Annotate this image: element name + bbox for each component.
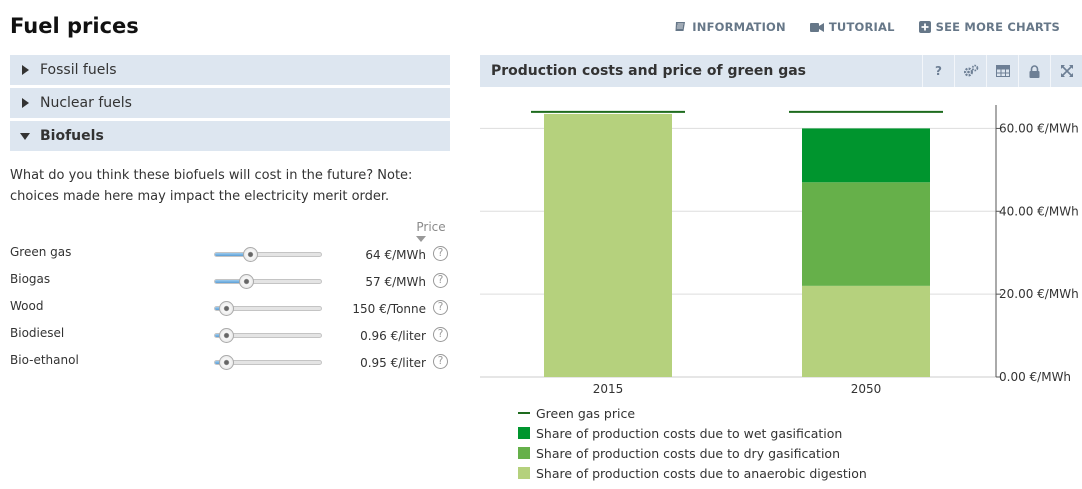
chart-title: Production costs and price of green gas [491, 63, 807, 79]
bar-segment-2050-2 [802, 128, 930, 183]
expand-icon[interactable] [1050, 55, 1082, 87]
fuel-name: Wood [10, 299, 44, 313]
fuel-row-biogas: Biogas 57 €/MWh? [10, 271, 450, 291]
bar-segment-2015-0 [544, 113, 672, 377]
x-tick-label: 2050 [851, 382, 882, 396]
fuel-price-slider[interactable] [214, 274, 322, 289]
legend-swatch [518, 447, 530, 459]
y-tick-label: 20.00 €/MWh [999, 287, 1079, 301]
settings-icon[interactable] [954, 55, 986, 87]
fuel-price-value: 150 €/Tonne [352, 302, 426, 316]
price-column-header[interactable]: Price [416, 220, 446, 234]
bar-segment-2050-0 [802, 285, 930, 377]
top-links: INFORMATION TUTORIAL SEE MORE CHARTS [674, 20, 1060, 34]
green-gas-cost-chart: 0.00 €/MWh 20.00 €/MWh 40.00 €/MWh 60.00 €/… [480, 105, 1079, 396]
slider-handle[interactable] [218, 355, 234, 370]
caret-down-icon [10, 132, 40, 140]
fuel-row-biodiesel: Biodiesel 0.96 €/liter? [10, 325, 450, 345]
x-tick-label: 2015 [593, 382, 624, 396]
see-more-charts-link[interactable]: SEE MORE CHARTS [918, 20, 1060, 34]
lock-icon[interactable] [1018, 55, 1050, 87]
tutorial-link[interactable]: TUTORIAL [809, 20, 895, 34]
fuel-price-slider[interactable] [214, 301, 322, 316]
sort-arrow-icon [416, 236, 426, 242]
biofuels-intro-text: What do you think these biofuels will co… [10, 168, 413, 204]
chart-header: Production costs and price of green gas … [480, 55, 1082, 87]
fuel-row-bio-ethanol: Bio-ethanol 0.95 €/liter? [10, 352, 450, 372]
fuel-row-green-gas: Green gas 64 €/MWh? [10, 244, 450, 264]
video-camera-icon [809, 22, 824, 33]
fuel-price-value: 64 €/MWh [365, 248, 426, 262]
legend-item-wet-gasification[interactable]: Share of production costs due to wet gas… [518, 423, 867, 443]
help-icon[interactable]: ? [433, 246, 448, 261]
legend-item-price[interactable]: Green gas price [518, 403, 867, 423]
fuel-price-slider[interactable] [214, 355, 322, 370]
table-icon[interactable] [986, 55, 1018, 87]
information-link[interactable]: INFORMATION [674, 20, 786, 34]
y-tick-label: 40.00 €/MWh [999, 204, 1079, 218]
fuel-price-value: 0.96 €/liter [360, 329, 426, 343]
help-icon[interactable]: ? [433, 354, 448, 369]
fuel-price-slider[interactable] [214, 328, 322, 343]
fuel-name: Biodiesel [10, 326, 65, 340]
legend-item-dry-gasification[interactable]: Share of production costs due to dry gas… [518, 443, 867, 463]
y-tick-label: 0.00 €/MWh [999, 370, 1071, 384]
help-icon[interactable]: ? [433, 273, 448, 288]
legend-item-anaerobic-digestion[interactable]: Share of production costs due to anaerob… [518, 463, 867, 483]
bar-segment-2050-1 [802, 182, 930, 286]
slider-handle[interactable] [218, 301, 234, 316]
fuel-name: Green gas [10, 245, 72, 259]
help-icon[interactable]: ? [433, 327, 448, 342]
fuel-price-value: 0.95 €/liter [360, 356, 426, 370]
legend-line-marker [518, 412, 530, 414]
accordion-fossil-fuels[interactable]: Fossil fuels [10, 55, 450, 85]
fuel-price-slider[interactable] [214, 247, 322, 262]
chart-legend: Green gas price Share of production cost… [518, 403, 867, 483]
chart-toolbar: ? [922, 55, 1082, 87]
caret-right-icon [10, 98, 40, 108]
legend-swatch [518, 467, 530, 479]
fuel-row-wood: Wood 150 €/Tonne? [10, 298, 450, 318]
slider-fill [215, 280, 246, 283]
legend-swatch [518, 427, 530, 439]
fuel-name: Biogas [10, 272, 51, 286]
plus-square-icon [918, 21, 931, 33]
page-title: Fuel prices [10, 14, 139, 38]
slider-handle[interactable] [242, 247, 258, 262]
y-tick-label: 60.00 €/MWh [999, 121, 1079, 135]
slider-handle[interactable] [218, 328, 234, 343]
help-icon[interactable]: ? [433, 300, 448, 315]
slider-handle[interactable] [238, 274, 254, 289]
book-icon [674, 21, 687, 33]
caret-right-icon [10, 65, 40, 75]
fuel-price-value: 57 €/MWh [365, 275, 426, 289]
help-icon[interactable]: ? [922, 55, 954, 87]
fuel-name: Bio-ethanol [10, 353, 79, 367]
accordion-biofuels[interactable]: Biofuels [10, 121, 450, 151]
slider-fill [215, 253, 250, 256]
accordion-nuclear-fuels[interactable]: Nuclear fuels [10, 88, 450, 118]
